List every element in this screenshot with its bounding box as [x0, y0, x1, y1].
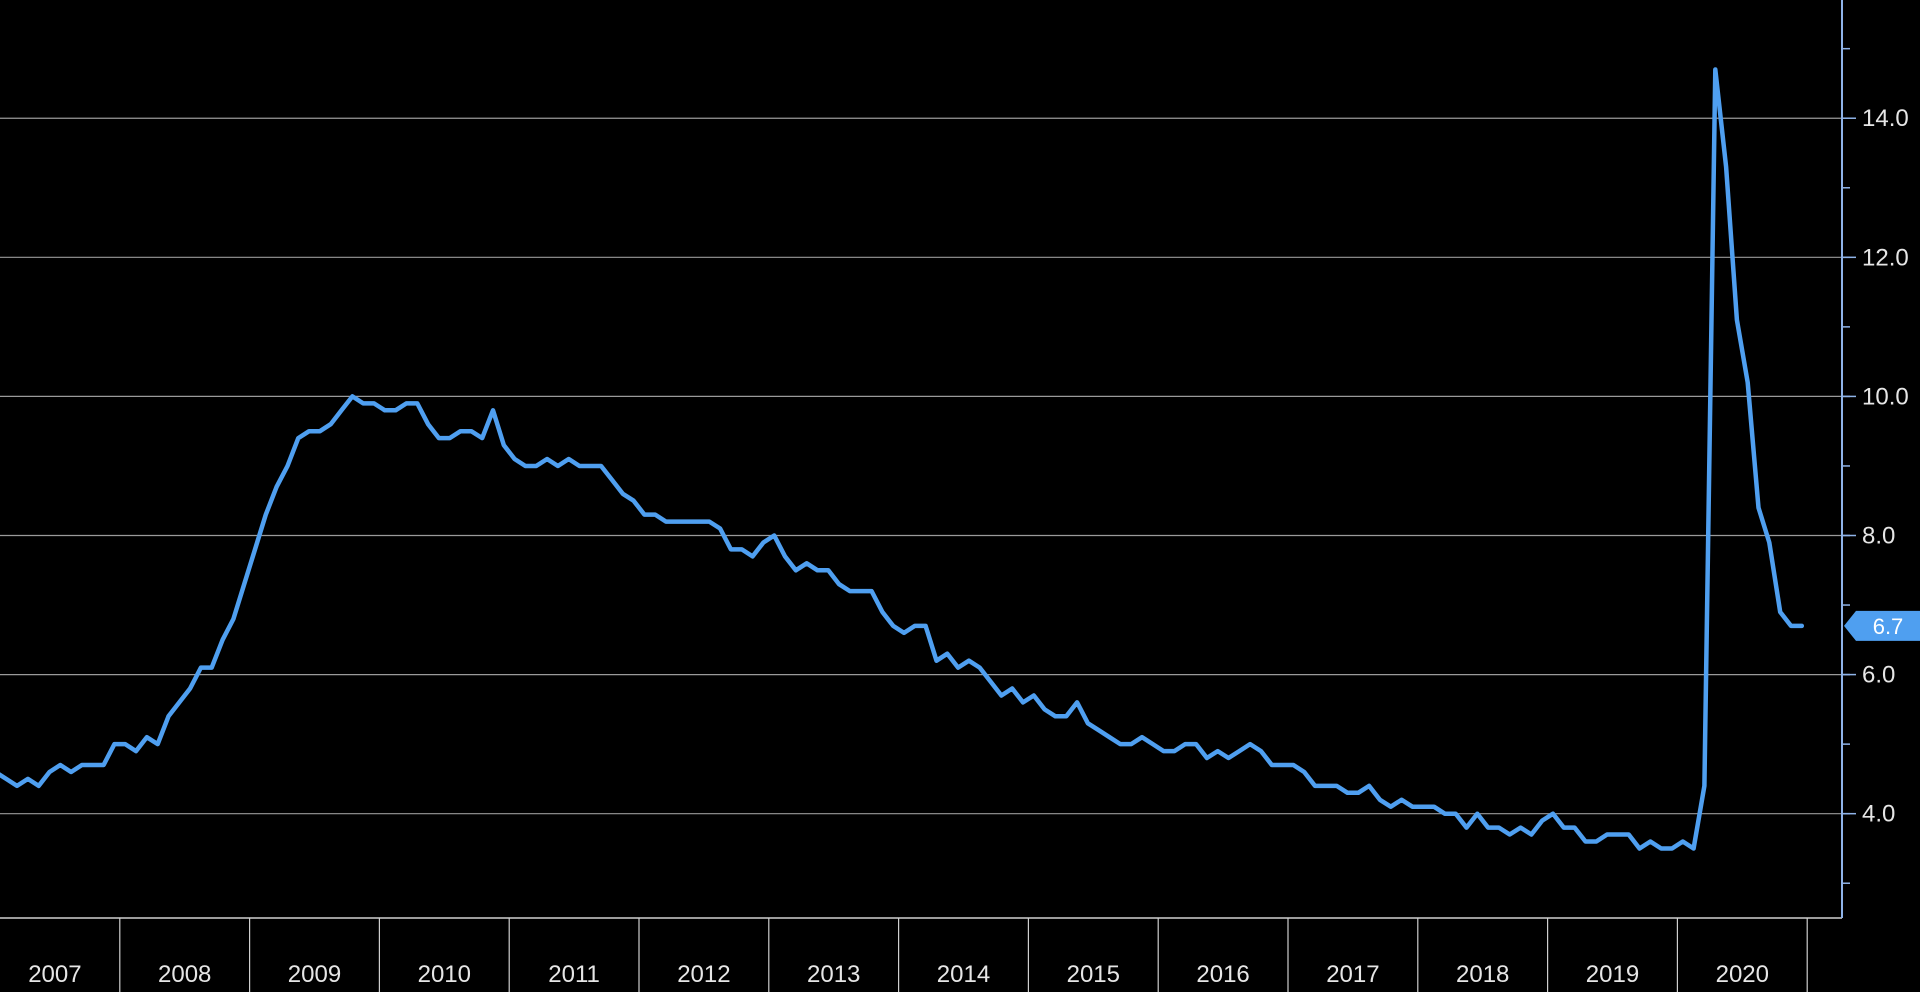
- y-tick-label: 12.0: [1862, 244, 1909, 271]
- last-value-marker: [1844, 610, 1920, 641]
- x-tick-label: 2019: [1586, 961, 1639, 988]
- x-tick-label: 2007: [28, 961, 81, 988]
- last-value-label: 6.7: [1873, 614, 1904, 639]
- gridlines: [0, 117, 1842, 815]
- y-tick-label: 4.0: [1862, 801, 1895, 828]
- y-axis: 4.0 6.0 8.0 10.0 12.0 14.0: [1841, 0, 1909, 918]
- x-tick-label: 2017: [1326, 961, 1379, 988]
- x-axis: 2007 2008 2009 2010 2011 2012 2013 2014 2015 2016…: [0, 917, 1842, 992]
- x-tick-label: 2012: [677, 961, 730, 988]
- x-tick-label: 2018: [1456, 961, 1509, 988]
- x-tick-label: 2014: [937, 961, 990, 988]
- y-tick-label: 8.0: [1862, 523, 1895, 550]
- series-layer: [0, 67, 1805, 851]
- x-tick-label: 2015: [1067, 961, 1120, 988]
- y-tick-label: 6.0: [1862, 662, 1895, 689]
- series-line: [0, 67, 1805, 851]
- x-tick-label: 2020: [1716, 961, 1769, 988]
- y-tick-label: 14.0: [1862, 105, 1909, 132]
- x-tick-label: 2016: [1196, 961, 1249, 988]
- x-tick-label: 2011: [548, 961, 600, 988]
- x-tick-label: 2008: [158, 961, 211, 988]
- last-value-badge: 6.7: [1844, 610, 1920, 641]
- x-tick-label: 2013: [807, 961, 860, 988]
- y-tick-label: 10.0: [1862, 383, 1909, 410]
- x-tick-label: 2010: [418, 961, 471, 988]
- x-tick-label: 2009: [288, 961, 341, 988]
